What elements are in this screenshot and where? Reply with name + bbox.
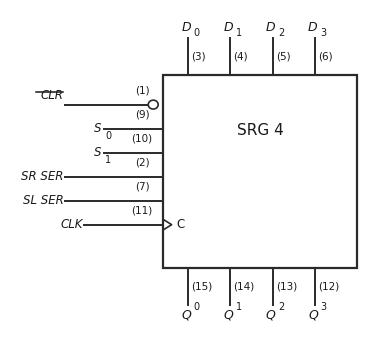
Text: CLK: CLK	[60, 218, 83, 231]
Text: 2: 2	[278, 28, 284, 38]
Text: (6): (6)	[318, 51, 333, 62]
Text: 0: 0	[105, 131, 111, 141]
Text: 0: 0	[194, 302, 200, 312]
Text: (7): (7)	[135, 182, 149, 192]
Text: 2: 2	[278, 302, 284, 312]
Text: Q: Q	[223, 309, 233, 322]
Text: 0: 0	[194, 28, 200, 38]
Text: SRG 4: SRG 4	[237, 123, 283, 138]
Text: Q: Q	[308, 309, 318, 322]
Text: D: D	[266, 21, 276, 34]
Bar	[163, 75, 357, 268]
Text: 3: 3	[320, 28, 326, 38]
Circle shape	[148, 100, 158, 109]
Text: (3): (3)	[191, 51, 206, 62]
Text: Q: Q	[181, 309, 191, 322]
Text: 3: 3	[320, 302, 326, 312]
Text: (12): (12)	[318, 281, 339, 292]
Text: CLR: CLR	[40, 89, 63, 102]
Text: D: D	[223, 21, 233, 34]
Text: D: D	[308, 21, 318, 34]
Text: S: S	[94, 146, 102, 159]
Text: (15): (15)	[191, 281, 212, 292]
Text: SL SER: SL SER	[23, 194, 63, 207]
Text: (11): (11)	[131, 206, 153, 216]
Text: C: C	[177, 218, 185, 231]
Text: (14): (14)	[233, 281, 255, 292]
Text: SR SER: SR SER	[21, 170, 63, 183]
Text: D: D	[181, 21, 191, 34]
Text: Q: Q	[266, 309, 276, 322]
Text: S: S	[94, 122, 102, 135]
Text: 1: 1	[236, 28, 242, 38]
Text: (2): (2)	[135, 158, 149, 168]
Text: 1: 1	[105, 155, 111, 165]
Text: (5): (5)	[276, 51, 290, 62]
Text: (4): (4)	[233, 51, 248, 62]
Text: (9): (9)	[135, 110, 149, 120]
Text: (1): (1)	[135, 86, 149, 96]
Text: 1: 1	[236, 302, 242, 312]
Text: (10): (10)	[131, 134, 153, 144]
Text: (13): (13)	[276, 281, 297, 292]
